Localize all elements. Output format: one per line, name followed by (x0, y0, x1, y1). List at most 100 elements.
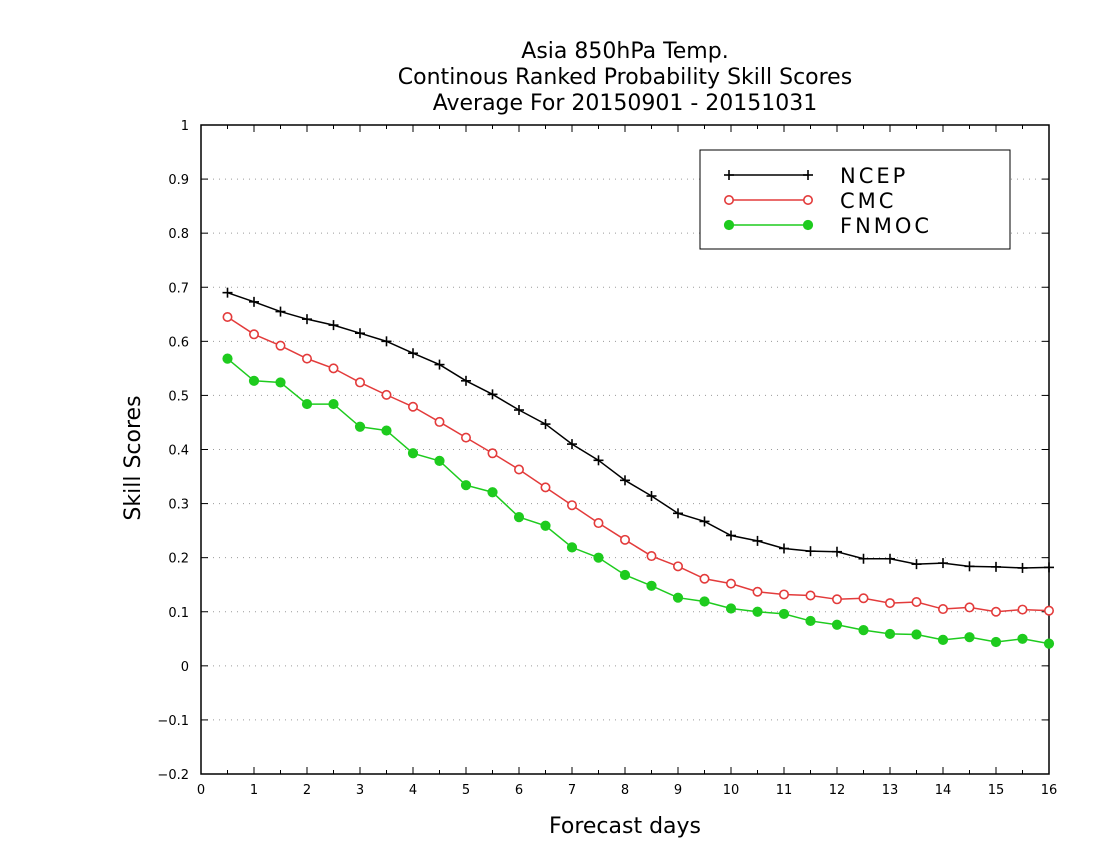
point-ncep-0 (222, 287, 233, 298)
point-fnmoc-15 (619, 569, 631, 581)
chart-title-line-2: Continous Ranked Probability Skill Score… (398, 65, 852, 90)
point-fnmoc-18 (699, 596, 710, 607)
point-fnmoc-16 (646, 580, 657, 591)
series-fnmoc (222, 353, 1055, 649)
point-ncep-16 (646, 491, 657, 502)
x-axis: 0 1 2 3 4 5 6 7 8 9 10 11 12 13 14 15 16 (197, 125, 1057, 798)
point-ncep-9 (461, 375, 471, 386)
point-fnmoc-5 (354, 421, 366, 432)
point-ncep-28 (964, 561, 975, 572)
y-tick-label-0: −0.2 (157, 768, 189, 783)
point-fnmoc-24 (858, 625, 869, 636)
point-fnmoc-1 (248, 375, 260, 386)
x-tick-label-16: 16 (1041, 783, 1058, 798)
y-tick-label-2: 0 (181, 660, 189, 675)
point-cmc-11 (513, 464, 524, 475)
x-tick-label-8: 8 (621, 783, 629, 798)
series-line-fnmoc (227, 358, 1050, 645)
y-tick-label-5: 0.3 (168, 498, 189, 513)
point-fnmoc-31 (1043, 638, 1055, 649)
point-cmc-14 (593, 518, 604, 529)
x-tick-label-13: 13 (882, 783, 899, 798)
x-tick-label-5: 5 (462, 783, 470, 798)
x-tick-label-12: 12 (829, 783, 846, 798)
y-tick-label-3: 0.1 (168, 606, 189, 621)
point-ncep-17 (673, 508, 683, 519)
point-ncep-13 (567, 439, 577, 450)
x-tick-label-0: 0 (197, 783, 205, 798)
y-tick-label-9: 0.7 (168, 281, 189, 296)
y-tick-label-6: 0.4 (168, 444, 189, 459)
y-tick-label-7: 0.5 (168, 389, 189, 404)
legend-label-fnmoc: FNMOC (840, 214, 932, 238)
y-tick-label-11: 0.9 (168, 173, 189, 188)
point-fnmoc-10 (487, 487, 498, 498)
point-cmc-16 (646, 551, 657, 562)
point-fnmoc-9 (460, 480, 472, 491)
point-ncep-18 (699, 516, 710, 527)
y-axis: −0.2 −0.1 0 0.1 0.2 0.3 0.4 0.5 0.6 0.7 0.8 0.9 1 (157, 119, 1049, 783)
point-ncep-2 (275, 306, 286, 317)
point-fnmoc-3 (301, 398, 313, 410)
point-fnmoc-14 (593, 552, 604, 563)
point-fnmoc-0 (222, 353, 233, 364)
point-fnmoc-7 (407, 448, 419, 459)
chart-title-line-3: Average For 20150901 - 20151031 (433, 91, 818, 116)
x-tick-label-15: 15 (988, 783, 1005, 798)
y-axis-label: Skill Scores (121, 395, 146, 520)
point-ncep-12 (540, 419, 551, 430)
point-fnmoc-19 (725, 603, 737, 614)
legend-marker-fnmoc-start (723, 219, 735, 231)
series-group (222, 287, 1055, 649)
point-ncep-3 (302, 314, 312, 325)
series-line-ncep (227, 291, 1050, 569)
series-line-cmc (227, 316, 1050, 613)
point-cmc-25 (884, 598, 895, 609)
point-ncep-5 (355, 328, 365, 339)
point-fnmoc-13 (566, 542, 578, 553)
legend-marker-cmc-end (802, 195, 813, 206)
point-ncep-1 (249, 296, 259, 307)
legend-label-cmc: CMC (840, 189, 896, 213)
x-tick-label-10: 10 (723, 783, 740, 798)
point-cmc-8 (434, 416, 445, 427)
point-cmc-7 (407, 401, 418, 412)
point-cmc-24 (858, 593, 869, 604)
point-cmc-5 (354, 377, 365, 388)
point-cmc-1 (249, 329, 260, 340)
point-fnmoc-22 (805, 615, 816, 627)
point-cmc-17 (672, 561, 683, 572)
point-ncep-22 (805, 546, 816, 557)
point-cmc-29 (990, 606, 1001, 617)
point-fnmoc-23 (831, 619, 843, 630)
x-axis-label: Forecast days (549, 814, 701, 839)
point-ncep-15 (620, 475, 630, 486)
point-ncep-23 (832, 546, 842, 557)
point-fnmoc-8 (434, 455, 445, 466)
x-tick-label-4: 4 (409, 783, 417, 798)
y-tick-label-1: −0.1 (157, 714, 189, 729)
point-cmc-21 (778, 589, 789, 600)
point-ncep-21 (779, 543, 789, 554)
point-ncep-24 (858, 553, 869, 564)
gridlines (201, 178, 1049, 721)
point-cmc-30 (1017, 604, 1028, 615)
x-tick-label-6: 6 (515, 783, 523, 798)
point-cmc-9 (460, 432, 471, 443)
x-tick-label-14: 14 (935, 783, 952, 798)
point-cmc-0 (222, 311, 233, 322)
x-tick-label-11: 11 (776, 783, 793, 798)
legend-item-fnmoc: FNMOC (723, 214, 932, 238)
x-tick-label-7: 7 (568, 783, 576, 798)
point-cmc-22 (805, 590, 816, 601)
point-fnmoc-11 (513, 512, 525, 523)
series-cmc (222, 311, 1055, 617)
point-ncep-25 (885, 553, 895, 564)
legend-item-cmc: CMC (723, 189, 896, 213)
point-fnmoc-12 (540, 520, 551, 531)
point-fnmoc-4 (328, 398, 339, 410)
legend-item-ncep: NCEP (724, 164, 905, 188)
point-cmc-28 (964, 602, 975, 613)
